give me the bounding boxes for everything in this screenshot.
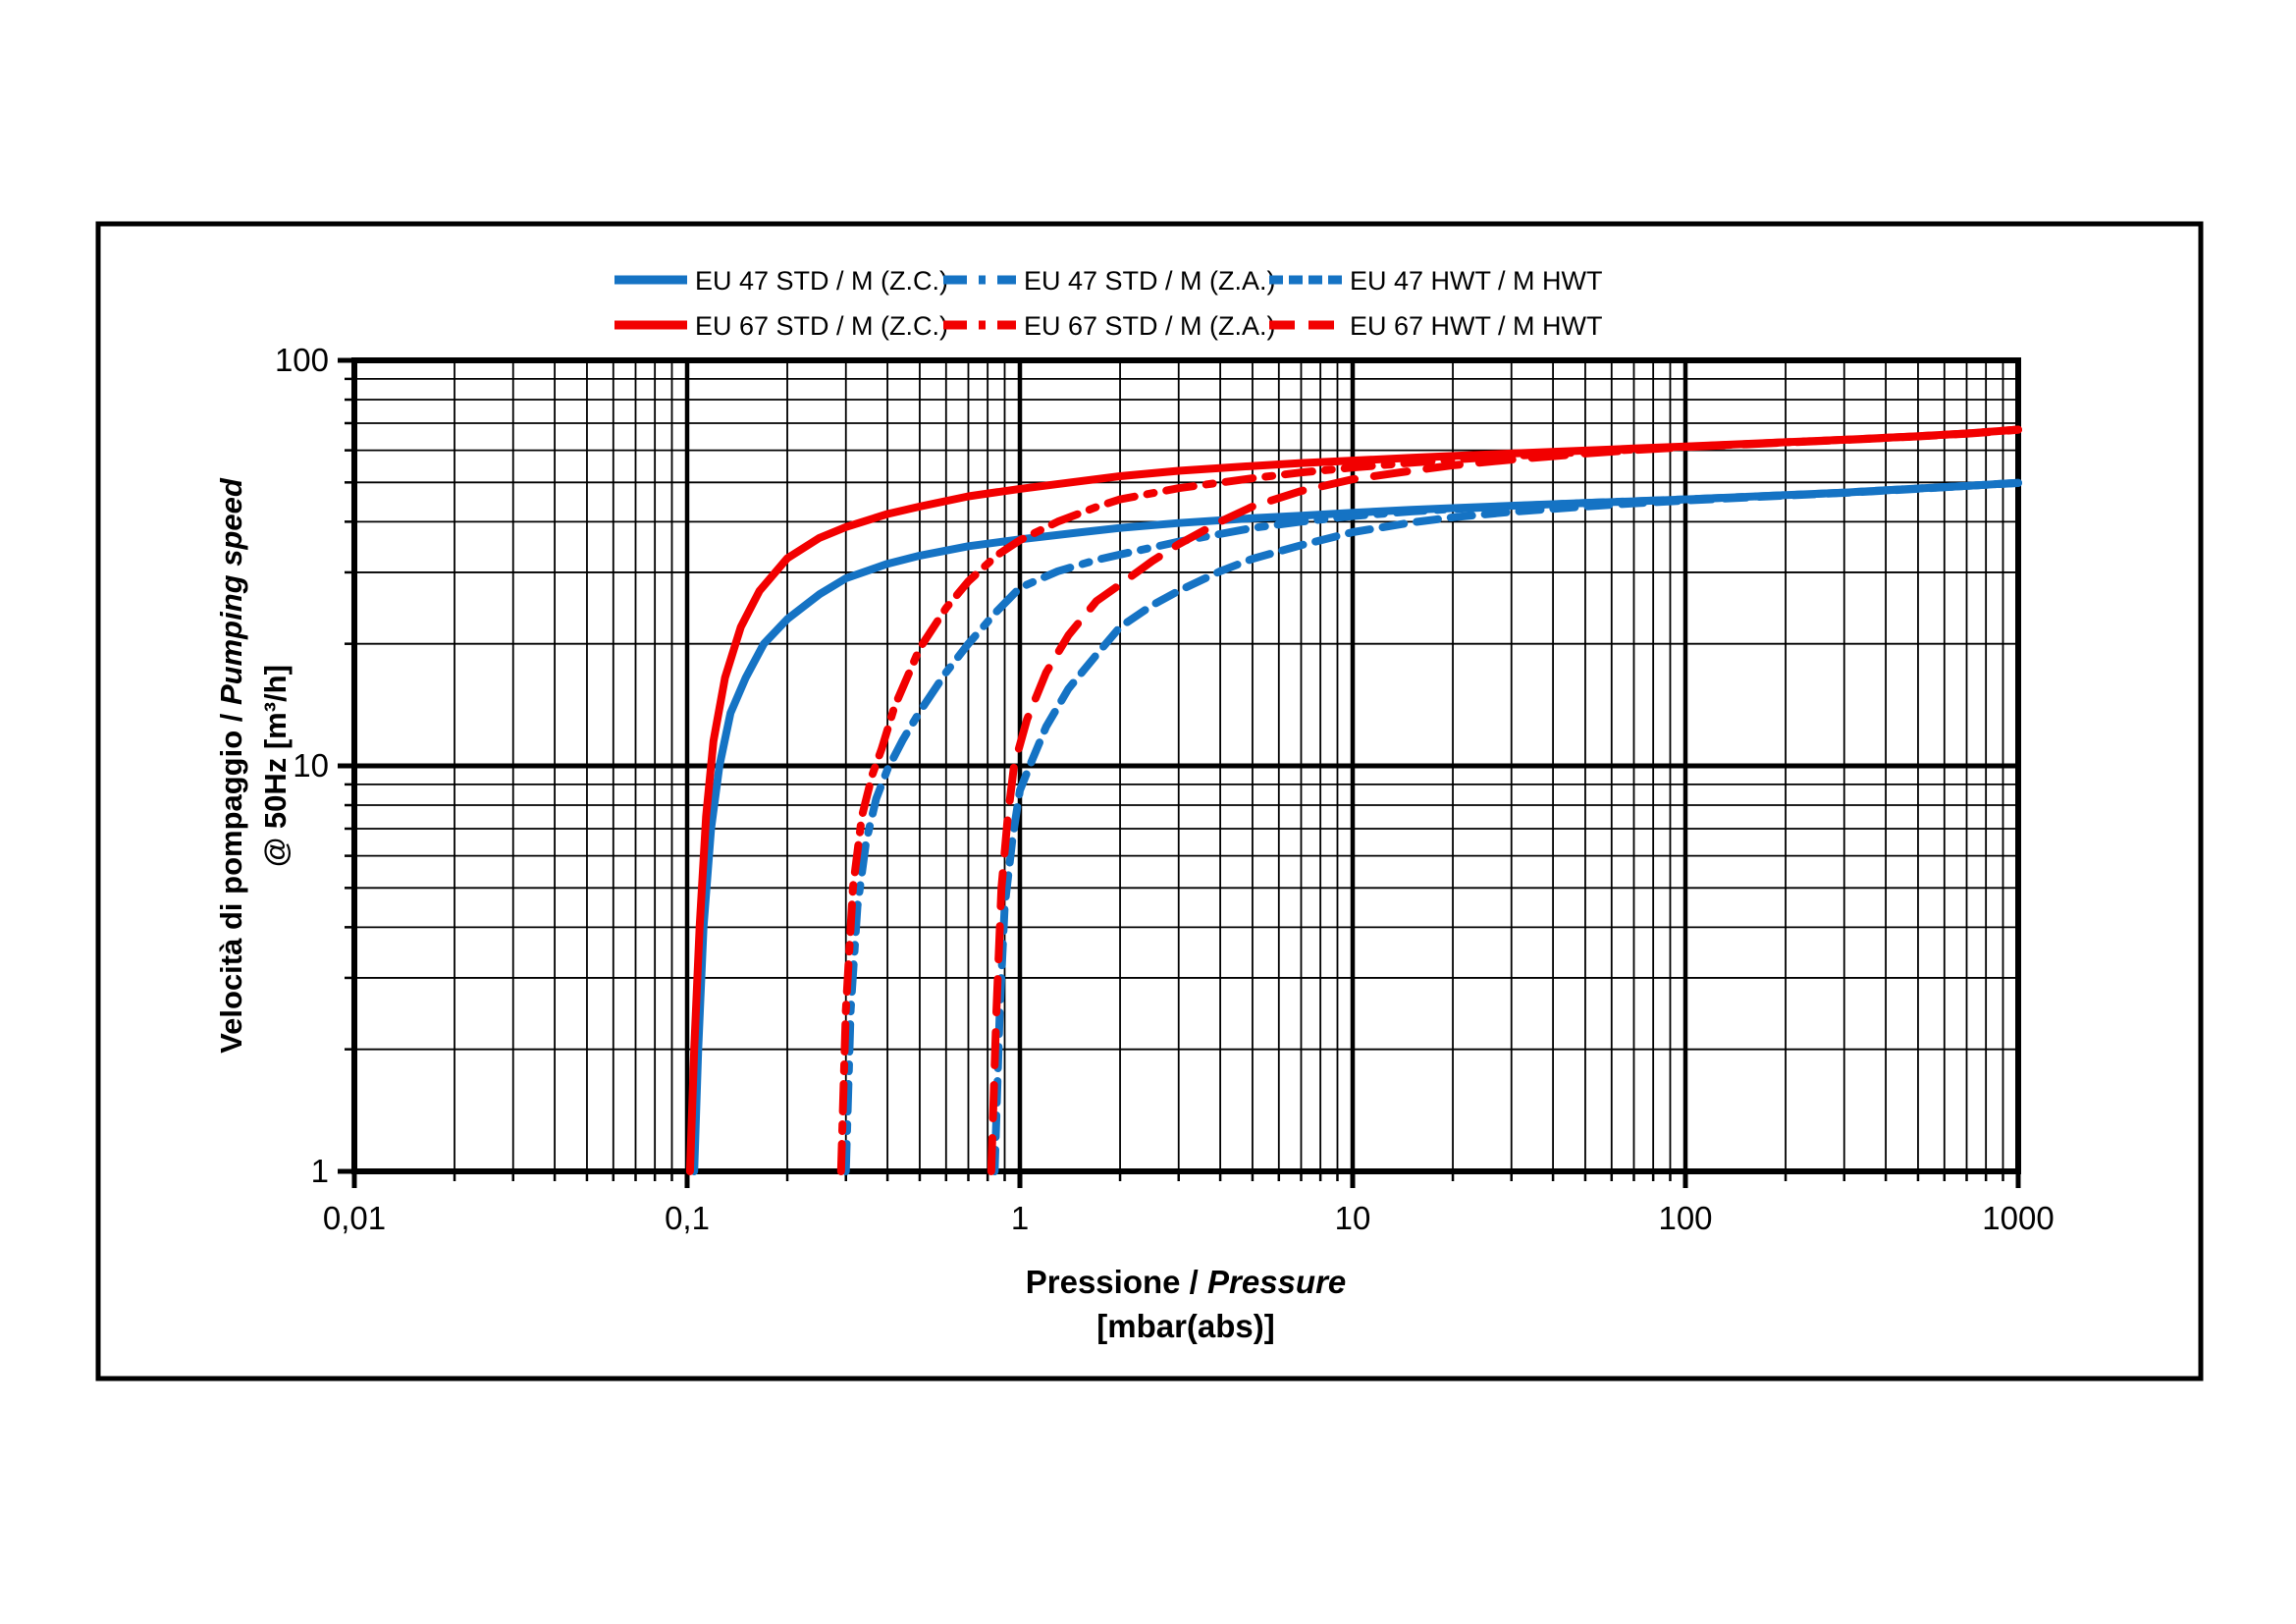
legend: EU 47 STD / M (Z.C.) EU 47 STD / M (Z.A.)… [614,266,1603,341]
series-curves [685,425,2022,1175]
legend-label: EU 67 STD / M (Z.A.) [1024,311,1276,341]
x-axis-title-line2: [mbar(abs)] [1096,1308,1275,1344]
curve-eu-67-std-m-z-c [685,425,2022,1175]
x-axis-title: Pressione / Pressure [mbar(abs)] [1026,1260,1347,1348]
y-axis-title: Velocità di pompaggio / Pumping speed @ … [209,478,297,1054]
x-tick-label: 1 [1011,1200,1029,1236]
x-tick-label: 1000 [1982,1200,2054,1236]
grid [354,360,2018,1171]
legend-entry: EU 47 STD / M (Z.C.) [614,266,948,296]
legend-entry: EU 67 STD / M (Z.C.) [614,311,948,341]
legend-entry: EU 67 HWT / M HWT [1269,311,1603,341]
legend-label: EU 47 STD / M (Z.C.) [695,266,948,296]
y-axis-title-line1: Velocità di pompaggio / Pumping speed [214,478,248,1054]
y-axis-title-line2: @ 50Hz [m³/h] [258,665,293,867]
x-tick-label: 0,01 [323,1200,386,1236]
x-tick-label: 0,1 [665,1200,710,1236]
legend-label: EU 47 STD / M (Z.A.) [1024,266,1276,296]
legend-entry: EU 47 HWT / M HWT [1269,266,1603,296]
y-tick-label: 1 [311,1153,329,1189]
x-axis-title-line1: Pressione / Pressure [1025,1264,1347,1300]
curve-eu-47-std-m-z-a [841,478,2022,1175]
curve-eu-47-std-m-z-c [690,478,2022,1175]
axis-ticks [338,357,2021,1188]
curve-eu-67-hwt-m-hwt [987,425,2022,1175]
figure-frame [95,221,2204,1381]
legend-label: EU 67 STD / M (Z.C.) [695,311,948,341]
y-tick-label: 10 [293,747,329,784]
y-tick-label: 100 [275,342,329,378]
legend-entry: EU 47 STD / M (Z.A.) [943,266,1276,296]
x-tick-label: 100 [1658,1200,1712,1236]
legend-label: EU 67 HWT / M HWT [1350,311,1603,341]
curve-eu-47-hwt-m-hwt [990,479,2022,1175]
curve-eu-67-std-m-z-a [836,425,2022,1175]
tick-labels: 0,01 0,1 1 10 100 1000 1 10 100 [275,342,2055,1236]
legend-label: EU 47 HWT / M HWT [1350,266,1603,296]
x-tick-label: 10 [1335,1200,1371,1236]
legend-entry: EU 67 STD / M (Z.A.) [943,311,1276,341]
